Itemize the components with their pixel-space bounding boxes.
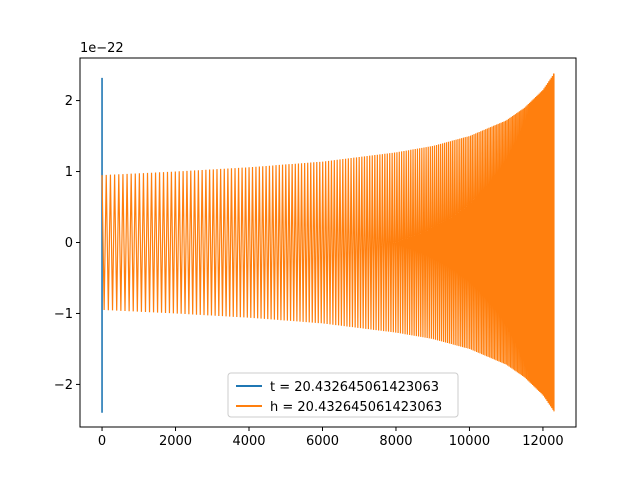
series-group	[101, 73, 555, 413]
y-tick-label: 0	[65, 236, 73, 251]
y-tick-label: −1	[54, 307, 73, 322]
plot-area	[101, 73, 555, 413]
legend-label: h = 20.432645061423063	[270, 400, 442, 415]
x-tick-label: 12000	[522, 434, 563, 449]
axes: 0 2000 4000 6000 8000 10000 12000 −2 −1 0 1 2	[54, 57, 577, 449]
series-h-line	[101, 73, 555, 412]
y-offset-label: 1e−22	[80, 41, 124, 56]
x-tick-label: 0	[98, 434, 106, 449]
x-tick-label: 6000	[306, 434, 339, 449]
x-tick-label: 4000	[232, 434, 265, 449]
x-tick-label: 2000	[159, 434, 192, 449]
legend-box	[227, 372, 459, 418]
y-tick-label: −2	[54, 378, 73, 393]
y-tick-label: 2	[65, 94, 73, 109]
legend-label: t = 20.432645061423063	[270, 380, 439, 395]
x-tick-label: 10000	[449, 434, 490, 449]
y-tick-label: 1	[65, 165, 73, 180]
x-tick-label: 8000	[379, 434, 412, 449]
legend: t = 20.432645061423063 h = 20.43264506142…	[227, 372, 459, 418]
